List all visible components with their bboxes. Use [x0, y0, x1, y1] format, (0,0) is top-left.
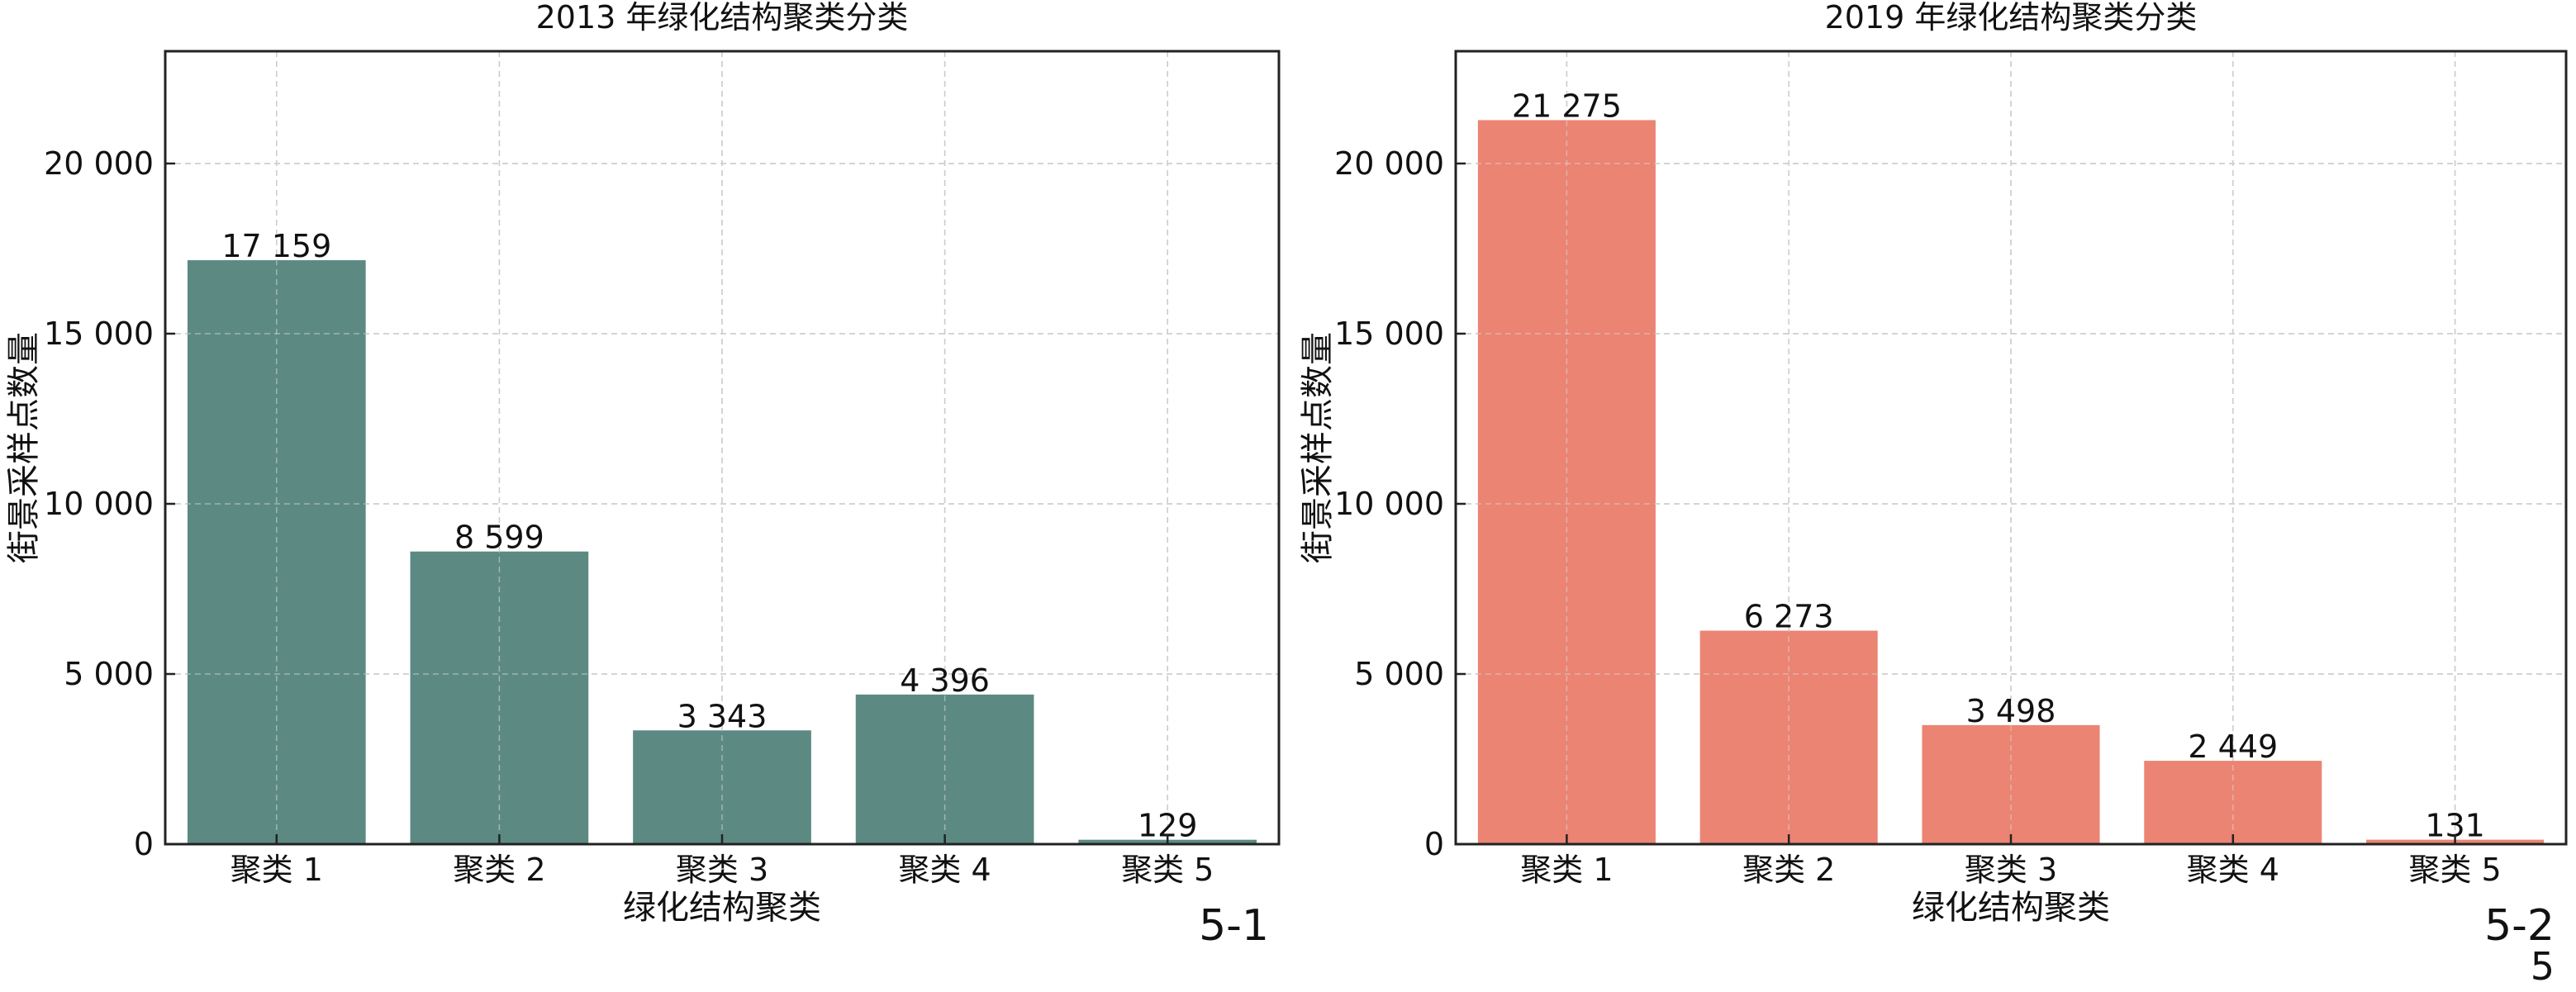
x-axis-label: 绿化结构聚类: [623, 889, 821, 927]
bar-value-label: 8 599: [454, 520, 544, 556]
bar-value-label: 4 396: [900, 662, 990, 699]
y-tick-label: 5 000: [1354, 656, 1444, 692]
x-tick-label: 聚类 3: [676, 852, 768, 888]
y-tick-label: 10 000: [44, 486, 154, 522]
y-tick-label: 15 000: [44, 316, 154, 352]
y-tick-label: 0: [134, 826, 154, 862]
x-tick-label: 聚类 2: [453, 852, 545, 888]
y-tick-label: 20 000: [44, 145, 154, 182]
chart-title: 2019 年绿化结构聚类分类: [1825, 0, 2198, 36]
x-tick-label: 聚类 4: [898, 852, 991, 888]
page-number: 5: [2531, 944, 2555, 989]
x-tick-label: 聚类 5: [1121, 852, 1214, 888]
y-tick-label: 15 000: [1334, 316, 1444, 352]
x-tick-label: 聚类 3: [1965, 852, 2057, 888]
bar-value-label: 21 275: [1512, 88, 1622, 124]
y-tick-label: 10 000: [1334, 486, 1444, 522]
x-tick-label: 聚类 5: [2408, 852, 2501, 888]
x-axis-label: 绿化结构聚类: [1912, 889, 2110, 927]
panel-label: 5-2: [2484, 901, 2555, 951]
y-tick-label: 5 000: [64, 656, 154, 692]
bar-value-label: 3 343: [677, 698, 768, 734]
bar-3: [1922, 724, 2100, 844]
y-axis-label: 街景采样点数量: [1299, 332, 1337, 563]
y-axis-label: 街景采样点数量: [5, 332, 43, 563]
bar-value-label: 17 159: [221, 228, 331, 264]
y-tick-label: 0: [1424, 826, 1444, 862]
x-tick-label: 聚类 2: [1742, 852, 1835, 888]
bar-4: [2144, 761, 2322, 844]
bar-value-label: 6 273: [1744, 599, 1834, 635]
bar-value-label: 3 498: [1966, 693, 2056, 729]
panel-label: 5-1: [1199, 901, 1269, 951]
x-tick-label: 聚类 1: [231, 852, 323, 888]
chart-title: 2013 年绿化结构聚类分类: [536, 0, 909, 36]
y-tick-label: 20 000: [1334, 145, 1444, 182]
bar-value-label: 2 449: [2188, 729, 2278, 765]
x-tick-label: 聚类 1: [1520, 852, 1613, 888]
x-tick-label: 聚类 4: [2187, 852, 2279, 888]
